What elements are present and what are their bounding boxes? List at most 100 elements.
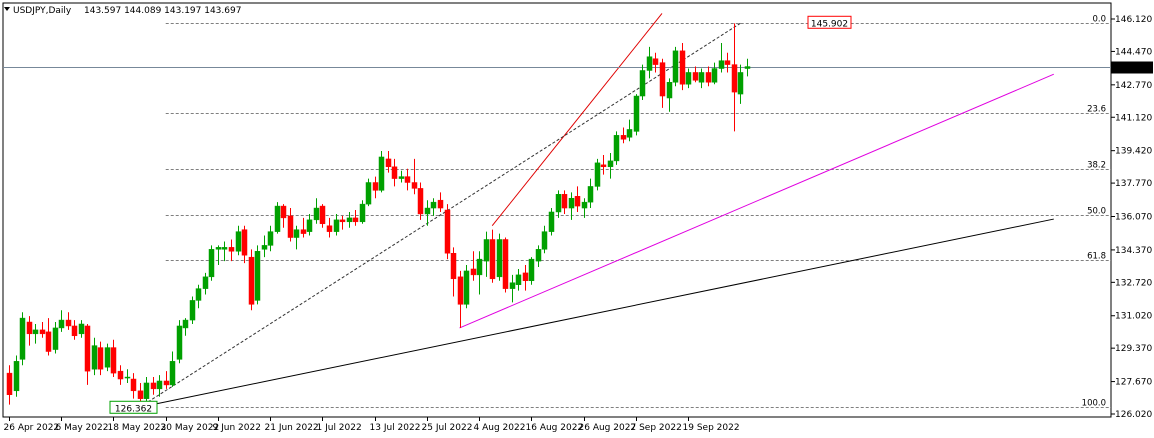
candle-body[interactable] [652,58,659,65]
candle-body[interactable] [679,50,686,85]
candle-body[interactable] [117,370,124,380]
candle-body[interactable] [711,68,718,83]
candle-body[interactable] [515,274,522,285]
candle-body[interactable] [182,319,189,329]
candle-body[interactable] [39,329,46,335]
candle-body[interactable] [306,219,313,232]
candle-body[interactable] [137,390,144,399]
candle-body[interactable] [352,217,359,223]
candle-body[interactable] [124,376,131,379]
candle-body[interactable] [13,361,20,392]
candle-body[interactable] [535,249,542,262]
candle-body[interactable] [470,268,477,276]
candle-body[interactable] [365,182,372,205]
candle-body[interactable] [646,56,653,71]
candle-body[interactable] [261,245,268,250]
candle-body[interactable] [633,95,640,132]
candle-body[interactable] [202,276,209,289]
candle-body[interactable] [333,219,340,232]
candle-body[interactable] [32,329,39,335]
candle-body[interactable] [91,345,98,370]
candle-body[interactable] [437,199,444,209]
candle-body[interactable] [502,239,509,289]
candle-body[interactable] [626,129,633,138]
candle-body[interactable] [372,182,379,191]
candle-body[interactable] [293,229,300,238]
candle-body[interactable] [398,176,405,179]
candle-body[interactable] [110,347,117,374]
candle-body[interactable] [104,347,111,368]
trendline-fib-diagonal[interactable] [139,22,741,408]
candle-body[interactable] [287,215,294,238]
candle-body[interactable] [528,258,535,282]
candle-body[interactable] [463,270,470,305]
candle-body[interactable] [509,282,516,289]
candle-body[interactable] [378,156,385,191]
candle-body[interactable] [221,247,228,250]
candle-body[interactable] [300,229,307,234]
candle-body[interactable] [450,252,457,280]
candle-body[interactable] [581,201,588,209]
candle-body[interactable] [52,327,59,350]
candle-body[interactable] [267,231,274,246]
candle-body[interactable] [241,229,248,256]
candle-body[interactable] [163,380,170,386]
candle-body[interactable] [718,60,725,69]
candle-body[interactable] [476,258,483,276]
candle-body[interactable] [385,158,392,168]
candle-body[interactable] [391,166,398,179]
candle-body[interactable] [483,239,490,262]
candle-body[interactable] [620,135,627,140]
candle-body[interactable] [45,331,52,352]
candle-body[interactable] [672,50,679,83]
candle-body[interactable] [339,219,346,223]
candle-body[interactable] [97,347,104,370]
candle-body[interactable] [78,323,85,335]
candle-body[interactable] [26,321,33,335]
trendline-channel-red[interactable] [491,13,663,227]
candle-body[interactable] [248,256,255,305]
candle-body[interactable] [326,225,333,232]
candle-body[interactable] [424,207,431,215]
candle-body[interactable] [411,182,418,189]
candle-body[interactable] [65,319,72,327]
candle-body[interactable] [404,176,411,183]
candle-body[interactable] [195,288,202,301]
candle-body[interactable] [143,382,150,399]
candle-body[interactable] [313,207,320,221]
candle-body[interactable] [189,300,196,321]
candle-body[interactable] [561,194,568,209]
candle-body[interactable] [19,317,26,360]
candle-body[interactable] [594,162,601,187]
candle-body[interactable] [319,205,326,225]
candle-body[interactable] [169,361,176,386]
candle-body[interactable] [156,380,163,390]
candle-body[interactable] [430,201,437,209]
candle-body[interactable] [607,160,614,168]
candle-body[interactable] [6,372,13,395]
candle-body[interactable] [541,231,548,250]
candle-body[interactable] [489,239,496,280]
candle-body[interactable] [444,209,451,254]
candle-body[interactable] [568,197,575,209]
candle-body[interactable] [744,66,751,69]
candle-body[interactable] [737,72,744,95]
candle-body[interactable] [731,64,738,93]
candle-body[interactable] [613,135,620,162]
candle-body[interactable] [692,72,699,81]
candle-body[interactable] [574,196,581,207]
candle-body[interactable] [274,205,281,232]
candle-body[interactable] [235,231,242,252]
candle-body[interactable] [58,319,65,329]
candle-body[interactable] [685,72,692,85]
candle-body[interactable] [176,325,183,360]
candle-body[interactable] [150,382,157,390]
candle-body[interactable] [659,62,666,97]
candle-body[interactable] [359,203,366,223]
candle-body[interactable] [666,82,673,99]
candle-body[interactable] [346,217,353,223]
candle-body[interactable] [130,378,137,392]
candle-body[interactable] [457,276,464,305]
candle-body[interactable] [280,205,287,219]
candle-body[interactable] [548,211,555,232]
